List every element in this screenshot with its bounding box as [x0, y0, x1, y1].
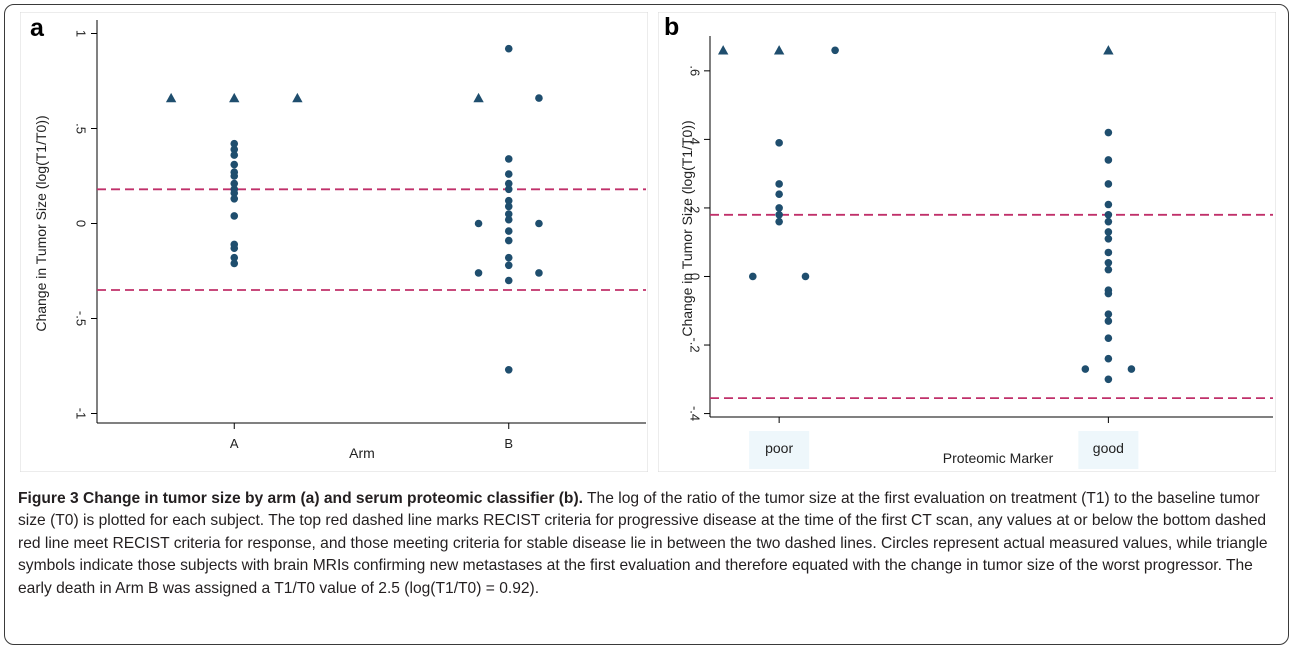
panel-a-point-circle-6: [230, 179, 239, 188]
panel-b-point-circle-0: [831, 46, 839, 55]
panel-a-point-circle-16: [535, 94, 543, 102]
panel-a-point-circle-12: [230, 244, 239, 252]
panel-a-point-circle-26: [535, 219, 543, 228]
panel-a-x-tick-label-1: B: [504, 436, 513, 451]
panel-a-point-circle-0: [230, 139, 239, 148]
panel-a-point-triangle-1: [229, 92, 240, 103]
panel-a-point-circle-15: [504, 44, 513, 53]
panel-a-point-circle-2: [230, 151, 239, 159]
panel-a-point-circle-8: [230, 189, 239, 197]
panel-a-point-circle-25: [474, 219, 483, 228]
panel-b-point-circle-25: [1104, 354, 1113, 363]
panel-b-point-circle-13: [1104, 210, 1113, 219]
panel-b-category-box-1: [1078, 431, 1139, 469]
panel-b-point-circle-4: [775, 204, 783, 212]
panel-a-point-circle-1: [230, 145, 239, 154]
panel-b-point-circle-15: [1104, 228, 1113, 236]
panel-a-point-circle-20: [504, 185, 513, 194]
panel-a-point-circle-10: [230, 212, 239, 220]
panel-b-point-circle-22: [1104, 310, 1113, 318]
panel-b-background: [658, 12, 1276, 472]
panel-b-point-circle-10: [1104, 156, 1113, 164]
panel-a-point-circle-3: [230, 160, 239, 169]
panel-b-point-circle-23: [1104, 317, 1113, 325]
panel-b-point-circle-14: [1104, 217, 1113, 226]
panel-b-point-circle-24: [1104, 334, 1113, 342]
panel-a-point-circle-9: [230, 195, 239, 203]
panel-a-point-circle-32: [535, 269, 543, 277]
panel-b-point-circle-16: [1104, 234, 1113, 243]
panel-b-y-tick-label-2: 0: [688, 273, 703, 280]
panel-a-chart: -1 -.5 0 .5 1 A B Arm Change in Tumor Size (log(…: [20, 12, 648, 472]
panel-a-point-circle-5: [230, 172, 239, 180]
panel-b-y-axis-label: Change in Tumor Size (log(T1/T0)): [679, 120, 695, 336]
panel-a-point-circle-14: [230, 259, 239, 268]
panel-b-point-circle-1: [775, 139, 783, 147]
panel-a-point-circle-27: [504, 227, 513, 235]
panel-a-point-circle-30: [504, 261, 513, 270]
panel-b-point-circle-21: [1104, 289, 1113, 298]
panel-b-y-tick-label-3: .2: [688, 203, 703, 214]
panel-b-point-circle-19: [1104, 265, 1113, 274]
panel-b-point-triangle-2: [1103, 45, 1114, 55]
panel-b-point-circle-8: [801, 272, 810, 281]
panel-b-point-circle-5: [775, 210, 783, 219]
panel-a-point-triangle-0: [165, 92, 177, 103]
panel-a-point-circle-21: [504, 196, 513, 205]
figure-frame: [4, 4, 1289, 645]
panel-b-point-circle-12: [1104, 200, 1113, 209]
caption-text: The log of the ratio of the tumor size a…: [18, 490, 1268, 597]
panel-b-letter: b: [664, 13, 679, 41]
panel-b-point-circle-11: [1104, 180, 1113, 188]
panel-a-y-tick-label-2: 0: [74, 220, 89, 227]
panel-a-point-circle-23: [504, 210, 513, 218]
panel-a-point-circle-18: [504, 170, 513, 178]
panel-a-y-axis-label: Change in Tumor Size (log(T1/T0)): [33, 115, 49, 331]
panel-b-point-circle-17: [1104, 248, 1113, 257]
panel-a-x-tick-label-0: A: [230, 436, 239, 451]
panel-b-point-circle-3: [775, 190, 783, 199]
panel-a-point-circle-34: [504, 366, 513, 374]
panel-b-x-tick-label-1: good: [1093, 440, 1124, 456]
panel-b-point-circle-27: [1127, 365, 1136, 373]
panel-b-y-tick-label-4: .4: [688, 134, 703, 145]
panel-b-y-tick-label-1: -.2: [688, 337, 703, 352]
panel-a-point-circle-29: [504, 253, 513, 262]
panel-a-point-triangle-3: [473, 92, 484, 103]
panel-b-y-tick-label-5: .6: [688, 65, 703, 76]
panel-a-x-axis-label: Arm: [349, 445, 375, 461]
panel-b-point-circle-2: [775, 180, 783, 188]
panel-a-y-tick-label-0: -1: [74, 408, 89, 420]
panel-b-x-tick-label-0: poor: [765, 440, 793, 456]
panel-a-point-circle-31: [474, 269, 483, 277]
caption-title: Figure 3 Change in tumor size by arm (a)…: [18, 490, 583, 507]
panel-a-y-tick-label-3: .5: [74, 123, 89, 134]
panel-a-point-circle-19: [504, 179, 513, 188]
panel-b-point-triangle-0: [717, 45, 729, 55]
panel-a-letter: a: [30, 14, 45, 42]
panel-b-category-box-0: [749, 431, 810, 469]
panel-b-point-circle-18: [1104, 258, 1113, 267]
figure-caption: Figure 3 Change in tumor size by arm (a)…: [18, 488, 1280, 600]
panel-b-x-axis-label: Proteomic Marker: [943, 450, 1054, 466]
panel-b-point-circle-26: [1081, 365, 1090, 373]
panel-a-point-circle-28: [504, 236, 513, 245]
panel-a-point-circle-24: [504, 215, 513, 224]
panel-a-point-circle-33: [504, 276, 513, 285]
panel-b-point-circle-6: [775, 217, 783, 226]
panel-b-point-circle-9: [1104, 128, 1113, 137]
panel-a-y-tick-label-1: -.5: [74, 311, 89, 326]
panel-b-point-circle-7: [749, 272, 757, 281]
panel-b-chart: -.4 -.2 0 .2 .4 .6 poor good Proteomic Marker Cha…: [658, 12, 1276, 472]
panel-a-background: [20, 12, 648, 472]
panel-b-point-triangle-1: [773, 45, 785, 55]
panel-b-y-tick-label-0: -.4: [688, 406, 703, 421]
panel-a-point-circle-22: [504, 202, 513, 211]
panel-a-point-circle-17: [504, 155, 513, 163]
panel-a-point-triangle-2: [292, 92, 303, 103]
panel-b-point-circle-28: [1104, 375, 1113, 384]
panel-a-y-tick-label-4: 1: [74, 30, 89, 37]
panel-a-point-circle-13: [230, 253, 239, 262]
